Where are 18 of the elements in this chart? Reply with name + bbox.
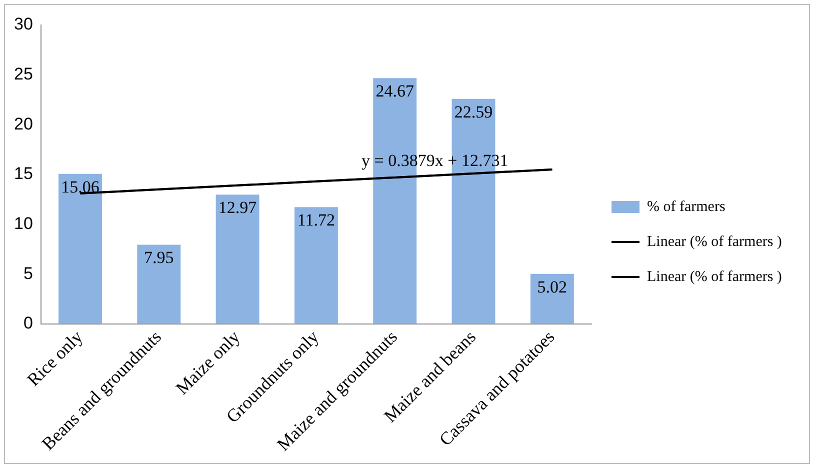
legend-label: Linear (% of farmers ) — [647, 234, 782, 250]
y-tick-label: 0 — [23, 314, 33, 333]
y-tick-label: 5 — [23, 264, 33, 283]
data-label: 12.97 — [218, 198, 258, 218]
legend-label: % of farmers — [647, 198, 726, 215]
annotation: y = 0.3879x + 12.731 — [362, 150, 508, 170]
data-label: 5.02 — [537, 277, 568, 296]
data-label: 15.06 — [61, 177, 100, 196]
y-tick-label: 30 — [14, 14, 33, 34]
y-tick-label: 25 — [14, 64, 33, 84]
data-label: 24.67 — [376, 82, 414, 101]
y-tick-label: 15 — [14, 164, 33, 184]
data-label: 7.95 — [144, 248, 174, 268]
data-label: 11.72 — [297, 210, 336, 230]
y-tick-label: 20 — [14, 114, 33, 134]
data-label: 22.59 — [454, 102, 493, 122]
y-tick-label: 10 — [14, 214, 33, 233]
legend-label: Linear (% of farmers ) — [647, 268, 782, 285]
